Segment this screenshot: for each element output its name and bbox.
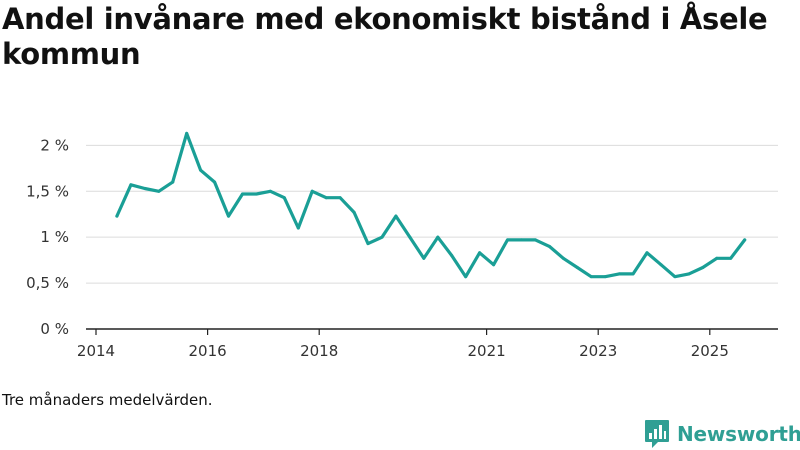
data-point <box>603 275 607 279</box>
data-point <box>617 272 621 276</box>
y-tick-label: 1,5 % <box>26 182 69 200</box>
brand-logo: Newsworthy <box>644 419 800 449</box>
data-point <box>478 251 482 255</box>
data-point <box>701 265 705 269</box>
newsworthy-logo-icon <box>645 420 669 448</box>
data-point <box>352 210 356 214</box>
x-tick-label: 2016 <box>189 342 227 360</box>
data-point <box>394 214 398 218</box>
data-point <box>715 256 719 260</box>
chart-caption: Tre månaders medelvärden. <box>2 391 213 409</box>
data-point <box>436 235 440 239</box>
data-point <box>185 131 189 135</box>
data-point <box>519 238 523 242</box>
x-tick-label: 2023 <box>579 342 617 360</box>
data-point <box>171 180 175 184</box>
data-point <box>324 196 328 200</box>
data-point <box>227 214 231 218</box>
data-point <box>282 196 286 200</box>
data-point <box>240 192 244 196</box>
x-tick-label: 2021 <box>468 342 506 360</box>
x-tick-label: 2018 <box>300 342 338 360</box>
series-line <box>115 131 747 279</box>
data-point <box>408 235 412 239</box>
data-point <box>659 263 663 267</box>
data-point <box>213 180 217 184</box>
data-point <box>645 251 649 255</box>
series-layer <box>115 131 747 279</box>
data-point <box>450 254 454 258</box>
data-point <box>561 256 565 260</box>
y-tick-label: 1 % <box>40 228 69 246</box>
data-point <box>575 265 579 269</box>
data-point <box>533 238 537 242</box>
x-tick-label: 2014 <box>77 342 115 360</box>
data-point <box>492 263 496 267</box>
data-point <box>157 189 161 193</box>
data-point <box>268 189 272 193</box>
x-axis-ticks: 2014 2016 2018 2021 2023 2025 <box>77 329 729 360</box>
y-tick-label: 2 % <box>40 136 69 154</box>
data-point <box>687 272 691 276</box>
data-point <box>338 196 342 200</box>
data-point <box>254 192 258 196</box>
data-point <box>143 187 147 191</box>
data-point <box>631 272 635 276</box>
data-point <box>129 183 133 187</box>
x-tick-label: 2025 <box>691 342 729 360</box>
line-chart: 0 % 0,5 % 1 % 1,5 % 2 % 2014 2016 2018 2021 2023… <box>26 131 778 360</box>
data-point <box>673 275 677 279</box>
y-axis-tick-labels: 0 % 0,5 % 1 % 1,5 % 2 % <box>26 136 69 338</box>
brand-name: Newsworthy <box>677 422 800 446</box>
data-point <box>547 244 551 248</box>
data-point <box>422 256 426 260</box>
y-tick-label: 0 % <box>40 320 69 338</box>
data-point <box>199 168 203 172</box>
data-point <box>380 235 384 239</box>
data-point <box>506 238 510 242</box>
data-point <box>589 275 593 279</box>
data-point <box>310 189 314 193</box>
data-point <box>464 275 468 279</box>
chart-title: Andel invånare med ekonomiskt bistånd i … <box>2 2 768 71</box>
data-point <box>366 242 370 246</box>
data-point <box>115 214 119 218</box>
data-point <box>296 226 300 230</box>
data-point <box>729 256 733 260</box>
y-tick-label: 0,5 % <box>26 274 69 292</box>
data-point <box>743 238 747 242</box>
gridlines <box>86 144 778 284</box>
